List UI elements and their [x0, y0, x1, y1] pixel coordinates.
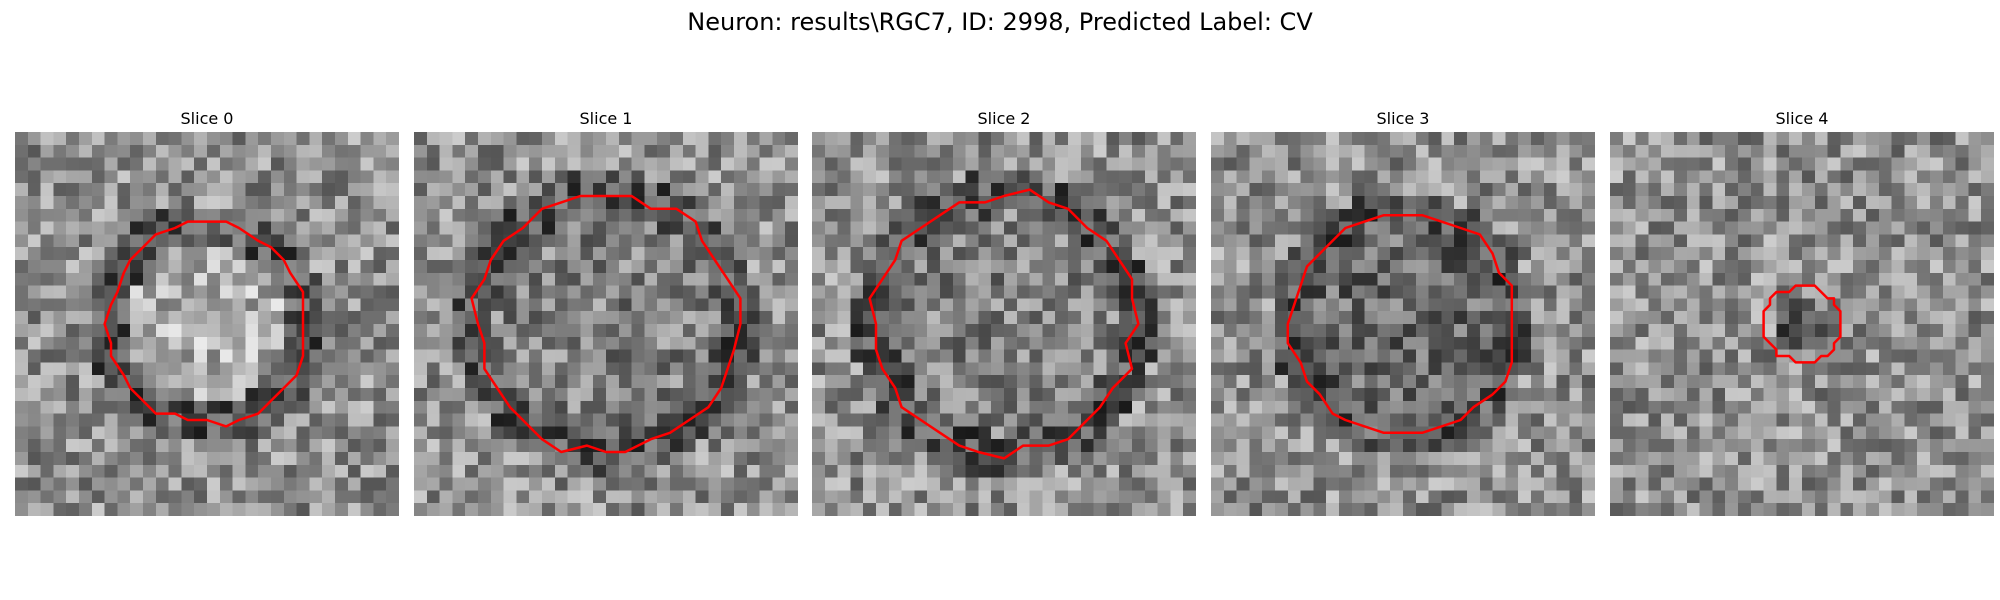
slice-image-0 — [15, 132, 399, 516]
pixel-grid — [812, 132, 1196, 516]
slice-image-1 — [414, 132, 798, 516]
slice-panel-0: Slice 0 — [15, 106, 399, 516]
slice-title-3: Slice 3 — [1376, 109, 1430, 128]
segmentation-contour — [103, 220, 305, 428]
slice-title-2: Slice 2 — [977, 109, 1031, 128]
figure-title: Neuron: results\RGC7, ID: 2998, Predicte… — [687, 8, 1313, 36]
slice-panel-1: Slice 1 — [414, 106, 798, 516]
slice-panel-3: Slice 3 — [1211, 106, 1595, 516]
pixel-grid — [1211, 132, 1595, 516]
slice-panel-2: Slice 2 — [812, 106, 1196, 516]
slice-image-4 — [1610, 132, 1994, 516]
slice-title-4: Slice 4 — [1775, 109, 1829, 128]
segmentation-contour — [1286, 213, 1514, 435]
slice-panel-4: Slice 4 — [1610, 106, 1994, 516]
slice-title-0: Slice 0 — [180, 109, 234, 128]
pixel-grid — [15, 132, 399, 516]
pixel-grid — [1610, 132, 1994, 516]
segmentation-contour — [470, 194, 742, 454]
slice-image-3 — [1211, 132, 1595, 516]
segmentation-contour — [868, 188, 1140, 460]
slice-image-2 — [812, 132, 1196, 516]
segmentation-contour — [1762, 284, 1842, 364]
slice-title-1: Slice 1 — [579, 109, 633, 128]
pixel-grid — [414, 132, 798, 516]
